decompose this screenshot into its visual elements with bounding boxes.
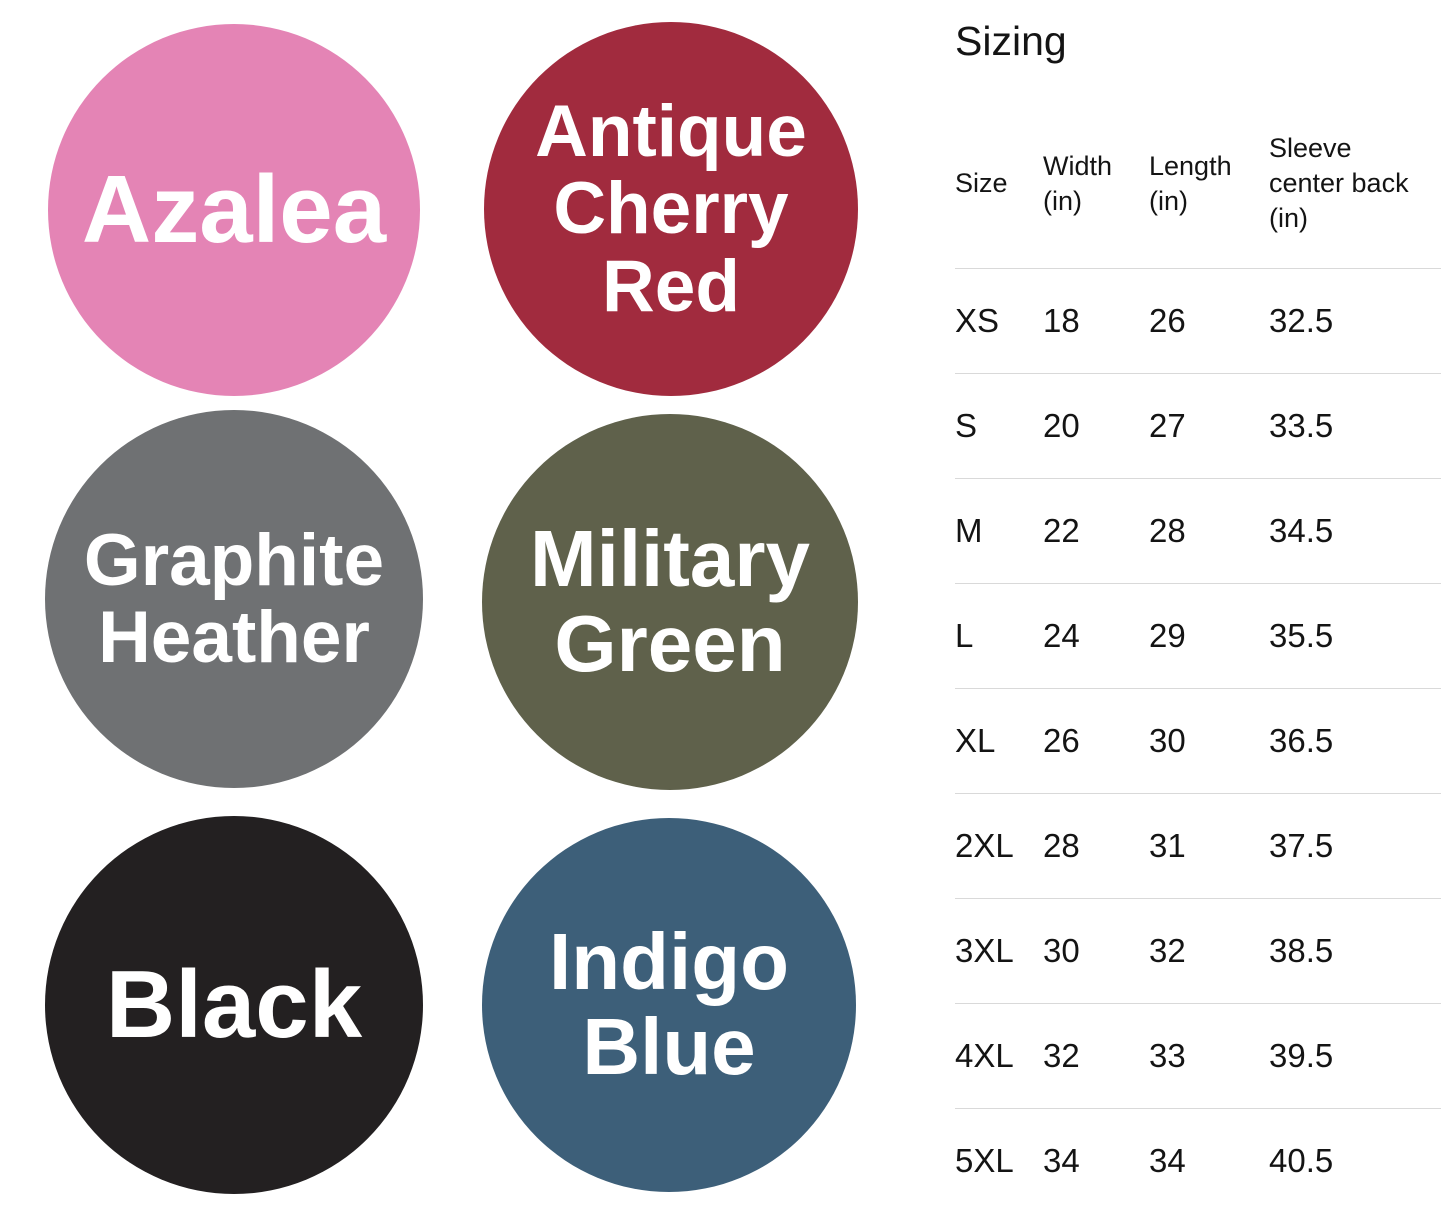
size-cell: 4XL bbox=[955, 1002, 1043, 1108]
size-cell: S bbox=[955, 372, 1043, 478]
size-cell: L bbox=[955, 582, 1043, 688]
length-cell: 33 bbox=[1149, 1002, 1269, 1108]
sizing-header-row: Size Width (in) Length (in) Sleeve cente… bbox=[955, 100, 1441, 268]
size-cell: 5XL bbox=[955, 1107, 1043, 1212]
length-cell: 31 bbox=[1149, 792, 1269, 898]
swatch-label: Cherry bbox=[553, 168, 789, 250]
swatch-label: Heather bbox=[98, 597, 370, 678]
sizing-title: Sizing bbox=[955, 18, 1067, 64]
width-cell: 28 bbox=[1043, 792, 1149, 898]
swatch-label: Indigo bbox=[549, 917, 789, 1007]
sizing-row-xl: XL 26 30 36.5 bbox=[955, 687, 1441, 793]
width-cell: 22 bbox=[1043, 477, 1149, 583]
swatch-label: Blue bbox=[582, 1002, 756, 1091]
length-cell: 29 bbox=[1149, 582, 1269, 688]
size-cell: 2XL bbox=[955, 792, 1043, 898]
width-cell: 18 bbox=[1043, 267, 1149, 373]
sleeve-cell: 34.5 bbox=[1269, 477, 1441, 583]
color-swatch-military-green: Military Green bbox=[482, 414, 858, 790]
column-header-width: Width (in) bbox=[1043, 150, 1113, 216]
column-header-length: Length (in) bbox=[1149, 150, 1232, 216]
swatch-label: Azalea bbox=[81, 156, 387, 264]
width-cell: 30 bbox=[1043, 897, 1149, 1003]
swatch-label: Military bbox=[529, 514, 811, 604]
swatch-label: Green bbox=[554, 599, 786, 688]
swatch-label: Graphite bbox=[83, 519, 385, 601]
sizing-row-m: M 22 28 34.5 bbox=[955, 477, 1441, 583]
length-cell: 27 bbox=[1149, 372, 1269, 478]
width-cell: 26 bbox=[1043, 687, 1149, 793]
color-swatch-graphite-heather: Graphite Heather bbox=[45, 410, 423, 788]
width-cell: 34 bbox=[1043, 1107, 1149, 1212]
swatch-label: Black bbox=[105, 951, 363, 1059]
color-swatch-antique-cherry-red: Antique Cherry Red bbox=[484, 22, 858, 396]
width-cell: 20 bbox=[1043, 372, 1149, 478]
size-cell: XS bbox=[955, 267, 1043, 373]
sleeve-cell: 35.5 bbox=[1269, 582, 1441, 688]
size-cell: M bbox=[955, 477, 1043, 583]
sizing-row-xs: XS 18 26 32.5 bbox=[955, 267, 1441, 373]
sizing-row-5xl: 5XL 34 34 40.5 bbox=[955, 1107, 1441, 1212]
sizing-row-s: S 20 27 33.5 bbox=[955, 372, 1441, 478]
sleeve-cell: 39.5 bbox=[1269, 1002, 1441, 1108]
length-cell: 28 bbox=[1149, 477, 1269, 583]
length-cell: 26 bbox=[1149, 267, 1269, 373]
color-swatch-azalea: Azalea bbox=[48, 24, 420, 396]
swatch-label: Antique bbox=[535, 90, 807, 172]
column-header-sleeve-center-back: Sleeve center back (in) bbox=[1269, 133, 1409, 234]
color-swatch-indigo-blue: Indigo Blue bbox=[482, 818, 856, 1192]
sizing-row-4xl: 4XL 32 33 39.5 bbox=[955, 1002, 1441, 1108]
size-cell: 3XL bbox=[955, 897, 1043, 1003]
width-cell: 24 bbox=[1043, 582, 1149, 688]
width-cell: 32 bbox=[1043, 1002, 1149, 1108]
sizing-row-2xl: 2XL 28 31 37.5 bbox=[955, 792, 1441, 898]
sleeve-cell: 37.5 bbox=[1269, 792, 1441, 898]
sleeve-cell: 40.5 bbox=[1269, 1107, 1441, 1212]
sleeve-cell: 32.5 bbox=[1269, 267, 1441, 373]
length-cell: 34 bbox=[1149, 1107, 1269, 1212]
sizing-row-3xl: 3XL 30 32 38.5 bbox=[955, 897, 1441, 1003]
sizing-table: Size Width (in) Length (in) Sleeve cente… bbox=[955, 100, 1441, 1212]
swatch-label: Red bbox=[602, 245, 740, 327]
column-header-size: Size bbox=[955, 168, 1008, 199]
size-cell: XL bbox=[955, 687, 1043, 793]
length-cell: 30 bbox=[1149, 687, 1269, 793]
sizing-row-l: L 24 29 35.5 bbox=[955, 582, 1441, 688]
sleeve-cell: 33.5 bbox=[1269, 372, 1441, 478]
sleeve-cell: 38.5 bbox=[1269, 897, 1441, 1003]
length-cell: 32 bbox=[1149, 897, 1269, 1003]
sleeve-cell: 36.5 bbox=[1269, 687, 1441, 793]
color-swatch-black: Black bbox=[45, 816, 423, 1194]
